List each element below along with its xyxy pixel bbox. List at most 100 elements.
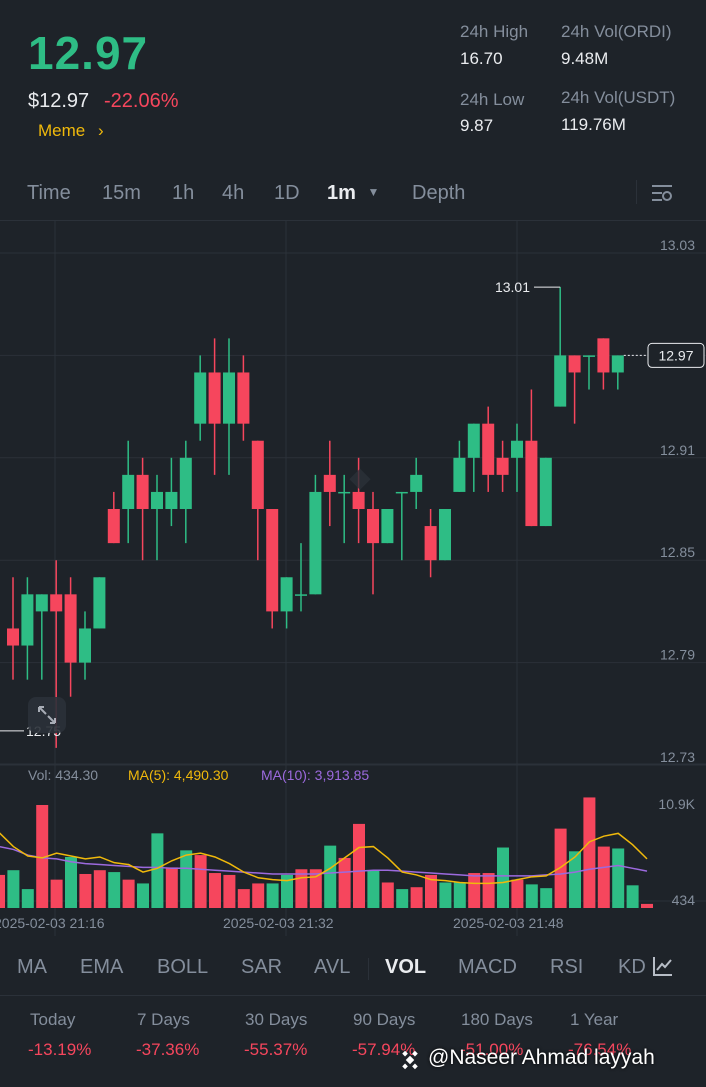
expand-arrows-icon[interactable] <box>28 697 66 733</box>
time-tick-label: 2025-02-03 21:48 <box>453 915 564 931</box>
candle-body <box>122 474 135 509</box>
volume-bar <box>223 874 236 908</box>
candle-body <box>395 491 408 494</box>
candle-body <box>79 628 91 663</box>
ind-tab-ma[interactable]: MA <box>17 956 47 978</box>
volume-tick-label: 10.9K <box>658 796 695 812</box>
volume-bar <box>381 882 394 908</box>
perf-label-today: Today <box>30 1010 76 1029</box>
stat-vol-base-value: 9.48M <box>561 49 609 68</box>
perf-label-180d: 180 Days <box>461 1010 533 1029</box>
stat-high-label: 24h High <box>460 22 529 41</box>
candle-body <box>323 474 336 492</box>
stat-vol-quote-value: 119.76M <box>561 115 626 134</box>
tab-4h[interactable]: 4h <box>222 182 245 204</box>
chart-watermark-icon: ◆ <box>349 462 371 492</box>
candle-body <box>223 372 235 424</box>
stat-vol-base-label: 24h Vol(ORDI) <box>561 22 672 41</box>
ind-tab-avl[interactable]: AVL <box>314 956 351 978</box>
volume-bar <box>137 883 149 908</box>
candle-body <box>611 355 624 373</box>
perf-value-90d: -57.94% <box>352 1040 416 1059</box>
stat-high-value: 16.70 <box>460 49 503 68</box>
volume-bar <box>353 823 365 908</box>
ma10-label: MA(10): 3,913.85 <box>261 767 369 783</box>
volume-bar <box>453 882 466 908</box>
ind-tab-boll[interactable]: BOLL <box>157 956 209 978</box>
price-usd: $12.97 <box>28 90 90 112</box>
last-price: 12.97 <box>28 27 149 79</box>
candle-body <box>439 509 451 561</box>
current-price-box <box>647 342 705 368</box>
volume-bar <box>93 870 106 908</box>
ind-tab-vol[interactable]: VOL <box>385 956 427 978</box>
volume-bar <box>525 884 538 908</box>
volume-bar <box>151 833 164 908</box>
volume-bar <box>281 874 293 908</box>
volume-bar <box>252 883 265 908</box>
candle-body <box>338 491 351 494</box>
dropdown-caret-icon: ▼ <box>367 185 380 199</box>
ind-divider <box>368 958 369 980</box>
tab-1h[interactable]: 1h <box>172 182 195 204</box>
volume-bar <box>295 869 308 908</box>
candle-body <box>165 491 178 509</box>
perf-value-1y: -76.54% <box>568 1040 632 1059</box>
volume-bar <box>554 828 567 908</box>
stat-vol-quote-label: 24h Vol(USDT) <box>561 88 676 107</box>
kline-chart[interactable]: 13.03 12.97 12.91 12.85 12.79 12.73 Vol: 434.… <box>0 221 706 936</box>
volume-bar <box>7 870 20 908</box>
settings-sliders-icon[interactable] <box>650 182 674 204</box>
volume-bar <box>511 879 524 908</box>
volume-bar <box>367 870 380 908</box>
ind-tab-sar[interactable]: SAR <box>241 956 283 978</box>
volume-bar <box>439 882 452 908</box>
stat-low-value: 9.87 <box>460 116 494 135</box>
price-tick-label: 13.03 <box>660 237 695 253</box>
volume-bar <box>209 873 221 908</box>
candle-body <box>482 423 495 475</box>
volume-tick-label: 434 <box>672 892 696 908</box>
candle-body <box>194 372 207 424</box>
tab-15m[interactable]: 15m <box>102 182 141 204</box>
perf-value-today: -13.19% <box>28 1040 92 1059</box>
price-tick-label: 12.85 <box>660 544 695 560</box>
volume-bar <box>122 879 135 908</box>
tab-1m[interactable]: 1m ▼ <box>327 182 379 205</box>
candle-body <box>309 491 322 595</box>
time-axis: 2025-02-03 21:16 2025-02-03 21:32 2025-02-… <box>0 915 564 931</box>
candle-body <box>295 594 307 596</box>
ind-tab-macd[interactable]: MACD <box>458 956 517 978</box>
ind-tab-rsi[interactable]: RSI <box>550 956 584 978</box>
candle-body <box>251 440 264 509</box>
tab-divider <box>636 180 637 204</box>
ind-tab-ema[interactable]: EMA <box>80 956 124 978</box>
candle-body <box>237 372 250 424</box>
volume-bar <box>540 888 553 908</box>
indicator-chart-icon[interactable] <box>652 955 674 977</box>
candle-body <box>424 526 437 561</box>
volume-bar <box>0 874 5 908</box>
candle-body <box>280 577 293 612</box>
tab-time[interactable]: Time <box>27 182 71 204</box>
tab-depth[interactable]: Depth <box>412 182 466 204</box>
volume-bar <box>309 869 322 908</box>
tab-1d[interactable]: 1D <box>274 182 300 204</box>
candle-body <box>50 594 63 612</box>
volume-bar <box>65 856 77 908</box>
current-price-label: 12.97 <box>658 347 693 363</box>
candle-body <box>93 577 106 629</box>
candle-body <box>410 474 423 492</box>
volume-bar <box>180 850 193 908</box>
ind-tab-kd[interactable]: KD <box>618 956 646 978</box>
candle-body <box>554 355 567 407</box>
perf-label-30d: 30 Days <box>245 1010 308 1029</box>
volume-label: Vol: 434.30 <box>28 767 98 783</box>
category-tag[interactable]: Meme › <box>38 121 104 141</box>
candle-body <box>208 372 221 424</box>
volume-bar <box>108 872 121 908</box>
price-tick-label: 12.79 <box>660 647 695 663</box>
volume-series: Vol: 434.30 MA(5): 4,490.30 MA(10): 3,913.… <box>0 767 696 908</box>
volume-bar <box>626 885 639 908</box>
perf-label-1y: 1 Year <box>570 1010 619 1029</box>
